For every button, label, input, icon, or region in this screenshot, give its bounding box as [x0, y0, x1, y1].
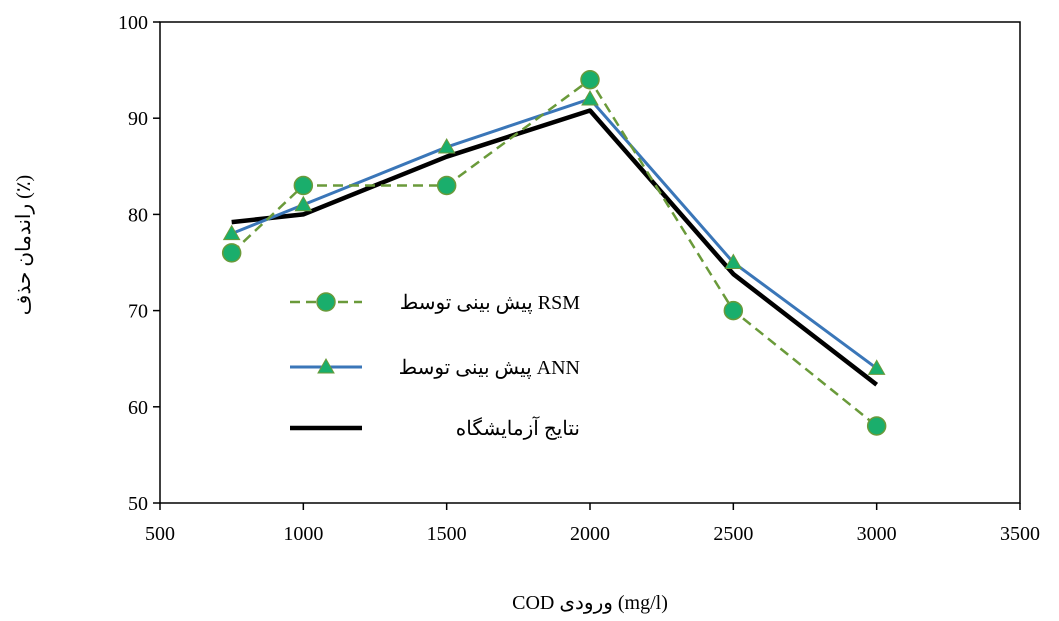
- legend-label: پیش بینی توسط ANN: [399, 357, 580, 379]
- y-tick-label: 60: [128, 397, 148, 419]
- data-point: [294, 195, 313, 212]
- x-tick-label: 2000: [570, 523, 610, 545]
- x-axis: 500 1000 1500 2000 2500 3000 3500: [145, 503, 1040, 545]
- x-axis-title: COD ورودی (mg/l): [512, 592, 668, 614]
- y-tick-label: 80: [128, 204, 148, 226]
- y-tick-label: 70: [128, 301, 148, 323]
- series-line: [231, 108, 879, 387]
- y-axis-title: راندمان حذف (٪): [13, 175, 35, 315]
- series-layer: [221, 69, 887, 436]
- legend-label: نتایج آزمایشگاه: [456, 416, 580, 440]
- data-point: [866, 416, 887, 436]
- data-point: [867, 359, 886, 375]
- legend: پیش بینی توسط RSM پیش بینی توسط ANN نتایج …: [290, 292, 580, 440]
- y-axis: 50 60 70 80 90 100: [118, 12, 160, 515]
- x-tick-label: 3000: [857, 523, 897, 545]
- data-point: [221, 243, 242, 263]
- data-point: [222, 224, 241, 241]
- y-tick-label: 50: [128, 493, 148, 515]
- series-2-markers: [222, 89, 886, 375]
- data-point: [436, 175, 457, 196]
- legend-swatch-marker: [317, 357, 335, 374]
- data-point: [581, 89, 599, 106]
- x-tick-label: 2500: [713, 523, 753, 545]
- legend-swatch-marker: [316, 292, 336, 312]
- legend-item: نتایج آزمایشگاه: [290, 416, 580, 440]
- x-tick-label: 500: [145, 523, 175, 545]
- legend-item: پیش بینی توسط RSM: [290, 292, 580, 314]
- data-point: [580, 69, 600, 90]
- x-tick-label: 3500: [1000, 523, 1040, 545]
- series-3: [231, 108, 879, 387]
- series-1: [230, 78, 878, 428]
- legend-item: پیش بینی توسط ANN: [290, 357, 580, 379]
- x-tick-label: 1500: [427, 523, 467, 545]
- y-tick-label: 100: [118, 12, 148, 34]
- series-line: [230, 78, 878, 428]
- legend-label: پیش بینی توسط RSM: [400, 292, 581, 314]
- series-line: [231, 97, 878, 370]
- series-1-markers: [221, 69, 887, 436]
- y-tick-label: 90: [128, 108, 148, 130]
- data-point: [437, 138, 456, 154]
- data-point: [724, 253, 743, 269]
- series-2: [231, 97, 878, 370]
- data-point: [293, 175, 314, 196]
- data-point: [723, 300, 744, 321]
- x-tick-label: 1000: [283, 523, 323, 545]
